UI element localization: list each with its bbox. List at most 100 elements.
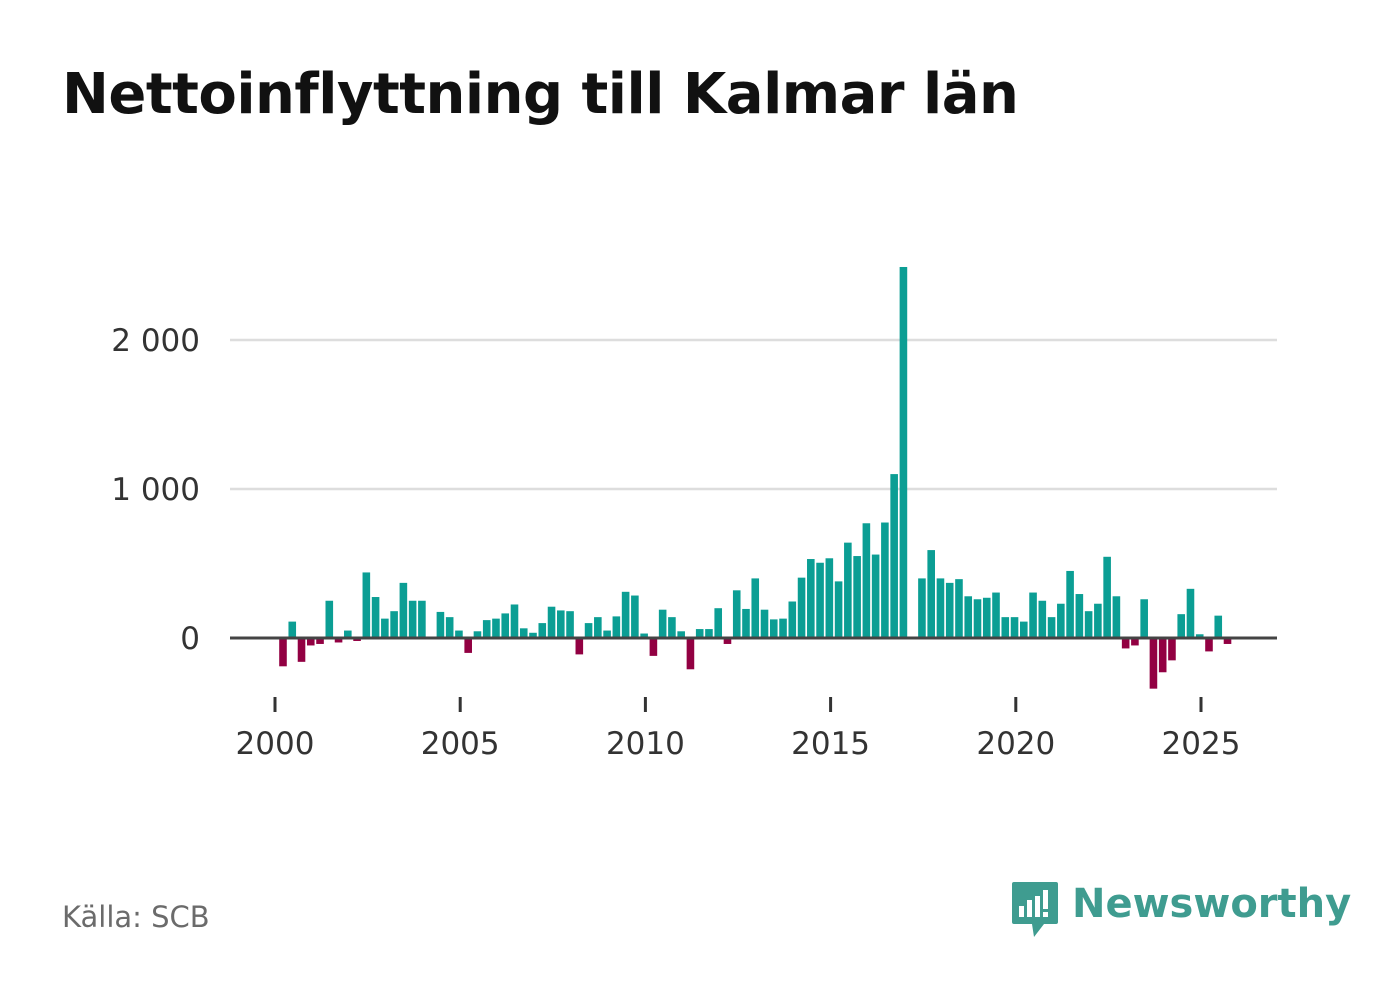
bar [742,608,750,638]
bar [1001,617,1010,638]
bar [982,597,991,638]
bar [455,630,463,638]
bar [344,630,352,638]
bar [371,597,380,638]
x-tick-label: 2015 [791,726,870,762]
bar [464,638,472,653]
bar [1029,592,1037,638]
gridlines [230,338,1277,491]
bar [816,562,824,638]
bar [316,638,324,644]
bar [992,592,1000,638]
bar [1084,611,1093,638]
bar [1066,570,1074,638]
bar [769,619,778,639]
bar [279,638,287,667]
bar [760,609,769,638]
bar [1075,594,1084,638]
axes: 0 1 000 2 000 2000 2005 2010 2015 2020 2025 [111,323,1277,762]
bar [325,600,334,638]
bar [408,600,417,638]
bar [834,581,843,638]
chart-title: Nettoinflyttning till Kalmar län [62,62,1019,127]
bar [529,632,537,638]
bar [1149,638,1158,689]
bar [1047,617,1056,638]
bar [482,620,491,638]
bar [436,611,445,638]
y-tick-label: 0 [180,621,200,657]
bar [1038,600,1047,638]
x-tick-label: 2025 [1162,726,1241,762]
bar [1177,614,1186,638]
bar [1010,617,1019,638]
x-tick-label: 2010 [606,726,685,762]
bar [334,638,343,643]
bar [899,266,908,638]
bar [807,559,815,638]
bar [862,523,871,638]
bar [640,633,648,638]
bar [603,630,611,638]
bar [510,604,519,638]
x-tick-label: 2000 [236,726,315,762]
bar [445,617,454,638]
bar [668,617,676,638]
bar [362,572,371,638]
bar [399,582,408,638]
bar [519,628,528,638]
bar [288,621,297,638]
bar [538,623,547,638]
bar [418,600,426,638]
bar [1168,638,1176,661]
bar [501,613,510,638]
bar [306,638,315,646]
bar [1140,599,1148,638]
bar [1020,621,1028,638]
bar [723,638,732,644]
bar [1057,603,1065,638]
bar [936,578,945,638]
x-tick-label: 2005 [421,726,500,762]
bars [279,266,1232,689]
bar [621,591,630,638]
bar [649,638,658,656]
bar [686,638,695,670]
x-tick-label: 2020 [976,726,1055,762]
bar [1121,638,1130,649]
bar [390,611,398,638]
bar [797,577,806,638]
bar [788,601,797,638]
bar [853,556,861,638]
brand-name: Newsworthy [1072,881,1352,927]
bar [1205,638,1213,652]
bar [1158,638,1167,673]
bar [1195,634,1204,638]
bar [1131,638,1139,646]
bar [945,582,954,638]
bar [594,617,602,638]
bar [927,550,935,638]
bar [964,596,973,638]
bar [1103,556,1111,638]
bar [1094,603,1102,638]
bar [566,611,574,638]
bar [732,590,741,638]
newsworthy-logo-icon [1012,882,1058,937]
bar [871,554,880,638]
bar [584,623,593,638]
y-tick-label: 2 000 [111,323,200,359]
bar [473,631,482,638]
bar [825,558,834,638]
bar [297,638,306,662]
bar [955,579,963,638]
bar [492,618,500,638]
bar [881,522,889,638]
bar [575,638,584,655]
bar [658,609,667,638]
bar [705,629,713,638]
bar [973,599,982,638]
bar [844,542,852,638]
bar [695,629,704,638]
